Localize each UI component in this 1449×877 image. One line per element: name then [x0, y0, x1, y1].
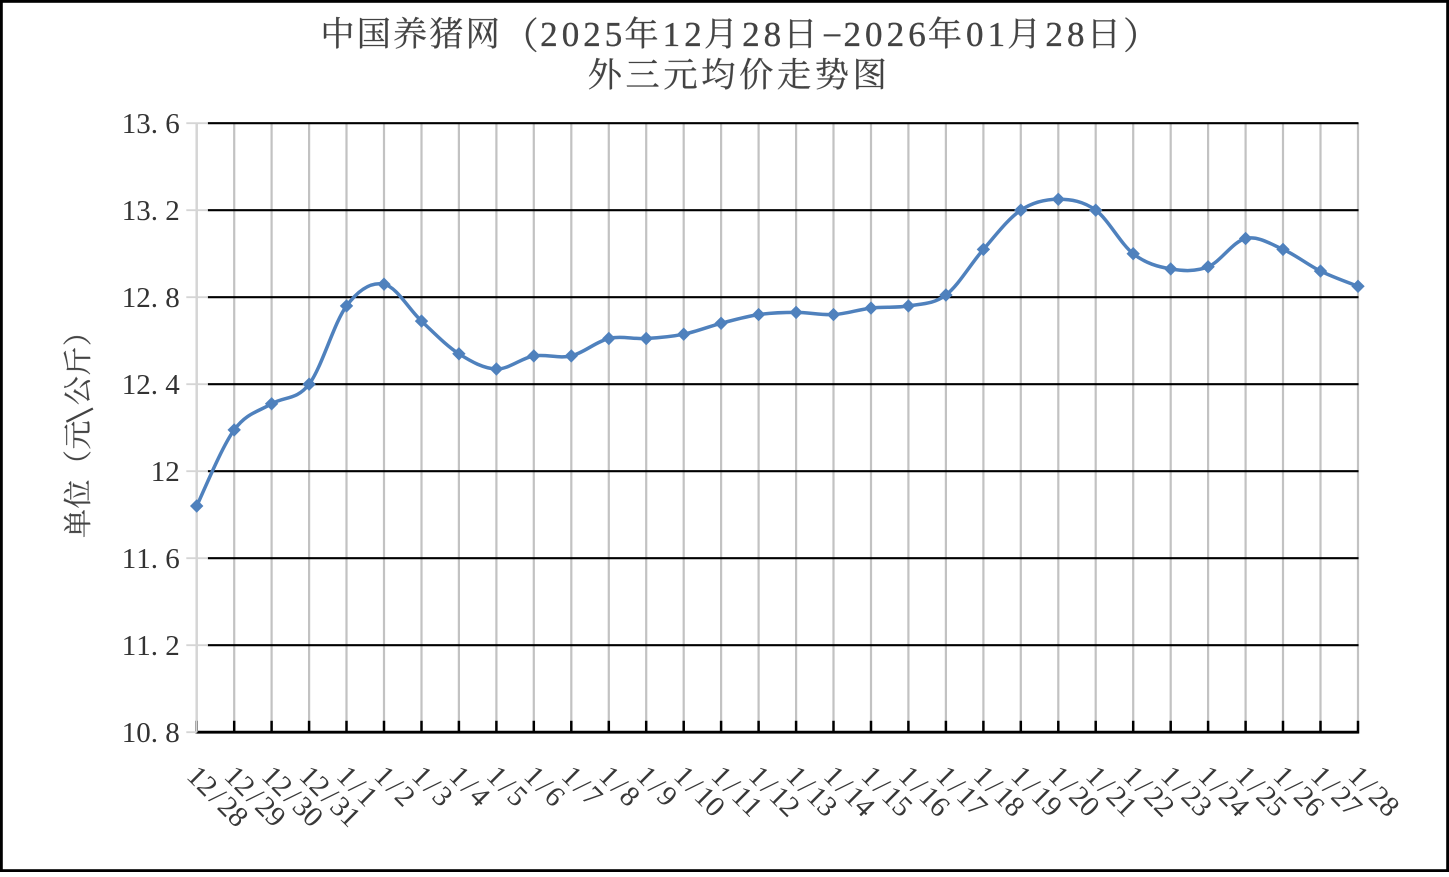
svg-text:11.6: 11.6 — [122, 543, 180, 575]
svg-text:12.8: 12.8 — [122, 282, 180, 314]
svg-text:12: 12 — [151, 456, 180, 488]
svg-text:13.6: 13.6 — [122, 108, 180, 140]
svg-text:10.8: 10.8 — [122, 717, 180, 749]
svg-text:11.2: 11.2 — [122, 630, 180, 662]
svg-text:12.4: 12.4 — [122, 369, 181, 401]
svg-text:13.2: 13.2 — [122, 195, 180, 227]
